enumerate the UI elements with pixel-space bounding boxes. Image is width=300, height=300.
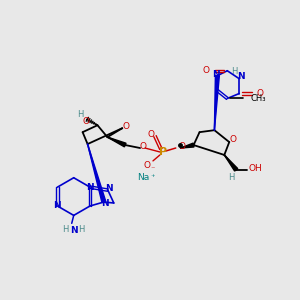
Text: O: O [256,89,263,98]
Text: Na: Na [137,173,149,182]
Text: N: N [101,200,109,208]
Text: O: O [143,161,151,170]
Text: O: O [230,135,237,144]
Text: O: O [203,66,210,75]
Text: H: H [228,173,234,182]
Text: H: H [231,67,237,76]
Text: O: O [82,117,89,126]
Text: N: N [237,72,245,81]
Polygon shape [214,76,219,130]
Text: N: N [86,183,94,192]
Text: N: N [105,184,113,193]
Text: O: O [123,122,130,131]
Text: O: O [178,142,185,151]
Text: N: N [54,202,61,211]
Text: O: O [140,142,147,151]
Polygon shape [88,144,106,203]
Text: N: N [213,70,220,79]
Text: H: H [63,225,69,234]
Text: ⁻: ⁻ [151,164,155,173]
Text: O: O [148,130,154,139]
Text: N: N [70,226,77,235]
Text: OH: OH [248,164,262,173]
Text: P: P [159,147,167,157]
Polygon shape [107,137,126,147]
Polygon shape [181,143,194,148]
Text: CH₃: CH₃ [250,94,266,103]
Text: H: H [79,225,85,234]
Text: ⁺: ⁺ [151,173,155,182]
Text: H: H [77,110,84,119]
Polygon shape [224,155,238,171]
